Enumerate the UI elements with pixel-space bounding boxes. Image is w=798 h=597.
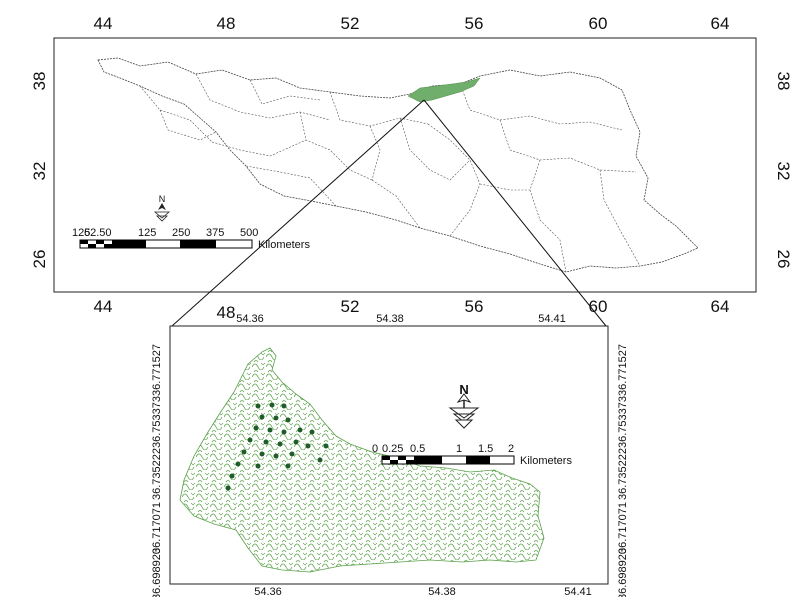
top-x-tick: 56 <box>465 297 484 316</box>
bottom-x-tick: 54.41 <box>564 586 592 597</box>
sampling-point <box>317 457 323 463</box>
sampling-point <box>285 463 291 469</box>
sampling-points <box>225 402 329 491</box>
top-x-tick: 64 <box>711 297 730 316</box>
callout-line-right <box>423 99 607 327</box>
top-map-x-axis-bottom: 44 48 52 56 60 64 <box>94 297 730 322</box>
scale-label: 0.25 <box>382 443 403 455</box>
bottom-map: 54.36 54.38 54.41 54.36 54.38 54.41 36.7… <box>151 313 629 597</box>
scale-label: 1.5 <box>478 443 493 455</box>
north-arrow-icon: N <box>153 194 171 222</box>
scale-label: 1 <box>456 443 462 455</box>
sampling-point <box>267 427 273 433</box>
scale-label: 125 <box>72 227 90 239</box>
top-y-tick: 32 <box>774 162 793 181</box>
country-outline <box>97 57 699 273</box>
top-x-tick: 56 <box>465 14 484 33</box>
top-map-y-axis-left: 38 32 26 <box>30 72 49 269</box>
scale-bar-top: 125 62.50 125 250 375 500 Kilometers <box>72 227 310 251</box>
sampling-point <box>259 414 265 420</box>
bottom-y-tick: 36.717071 <box>151 502 163 554</box>
sampling-point <box>263 439 269 445</box>
top-y-tick: 38 <box>30 72 49 91</box>
top-y-tick: 26 <box>774 250 793 269</box>
bottom-x-tick: 54.36 <box>254 586 282 597</box>
sampling-point <box>323 443 329 449</box>
bottom-y-tick: 36.753373 <box>151 396 163 448</box>
top-x-tick: 60 <box>589 297 608 316</box>
top-y-tick: 32 <box>30 162 49 181</box>
top-x-tick: 48 <box>217 14 236 33</box>
bottom-y-tick: 36.735222 <box>617 448 629 500</box>
scale-unit: Kilometers <box>258 239 310 251</box>
top-y-tick: 38 <box>774 72 793 91</box>
top-x-tick: 52 <box>341 297 360 316</box>
top-x-tick: 44 <box>94 14 113 33</box>
bottom-y-tick: 36.698920 <box>617 548 629 597</box>
scale-label: 0.5 <box>410 443 425 455</box>
sampling-point <box>277 441 283 447</box>
sampling-point <box>255 403 261 409</box>
highlighted-province <box>407 77 481 103</box>
top-x-tick: 64 <box>711 14 730 33</box>
sampling-point <box>247 437 253 443</box>
scale-bar-bottom: 0 0.25 0.5 1 1.5 2 Kilometers <box>372 443 572 467</box>
sampling-point <box>297 427 303 433</box>
top-map: 44 48 52 56 60 64 44 48 52 56 60 64 38 3… <box>30 14 793 327</box>
top-map-y-axis-right: 38 32 26 <box>774 72 793 269</box>
bottom-y-tick: 36.771527 <box>617 344 629 396</box>
north-arrow-icon: N <box>448 382 480 429</box>
bottom-y-tick: 36.753373 <box>617 396 629 448</box>
sampling-point <box>281 429 287 435</box>
province-boundaries <box>139 73 641 273</box>
bottom-y-tick: 36.698920 <box>151 548 163 597</box>
bottom-y-tick: 36.717071 <box>617 502 629 554</box>
bottom-y-tick: 36.735222 <box>151 448 163 500</box>
bottom-x-tick: 54.38 <box>376 313 404 325</box>
sampling-point <box>293 439 299 445</box>
scale-label: 0 <box>372 443 378 455</box>
sampling-point <box>225 485 231 491</box>
sampling-point <box>235 461 241 467</box>
sampling-point <box>273 415 279 421</box>
scale-label: 62.50 <box>84 227 112 239</box>
bottom-x-tick: 54.41 <box>538 313 566 325</box>
top-x-tick: 44 <box>94 297 113 316</box>
top-x-tick: 60 <box>589 14 608 33</box>
sampling-point <box>309 429 315 435</box>
scale-label: 2 <box>508 443 514 455</box>
sampling-point <box>273 453 279 459</box>
bottom-x-tick: 54.36 <box>236 313 264 325</box>
scale-unit: Kilometers <box>520 455 572 467</box>
sampling-point <box>241 449 247 455</box>
sampling-point <box>259 451 265 457</box>
sampling-point <box>289 451 295 457</box>
sampling-point <box>229 473 235 479</box>
scale-label: 500 <box>240 227 258 239</box>
sampling-point <box>255 463 261 469</box>
top-x-tick: 48 <box>217 303 236 322</box>
bottom-x-tick: 54.38 <box>428 586 456 597</box>
top-x-tick: 52 <box>341 14 360 33</box>
scale-label: 125 <box>138 227 156 239</box>
sampling-point <box>253 425 259 431</box>
sampling-point <box>285 417 291 423</box>
callout-line-left <box>171 99 425 327</box>
sampling-point <box>269 402 275 408</box>
top-y-tick: 26 <box>30 250 49 269</box>
scale-label: 375 <box>206 227 224 239</box>
sampling-point <box>281 403 287 409</box>
sampling-point <box>305 443 311 449</box>
north-label: N <box>459 382 468 397</box>
bottom-y-tick: 36.771527 <box>151 344 163 396</box>
scale-label: 250 <box>172 227 190 239</box>
north-label: N <box>159 194 166 204</box>
top-map-x-axis-top: 44 48 52 56 60 64 <box>94 14 730 33</box>
top-map-frame <box>53 37 757 293</box>
